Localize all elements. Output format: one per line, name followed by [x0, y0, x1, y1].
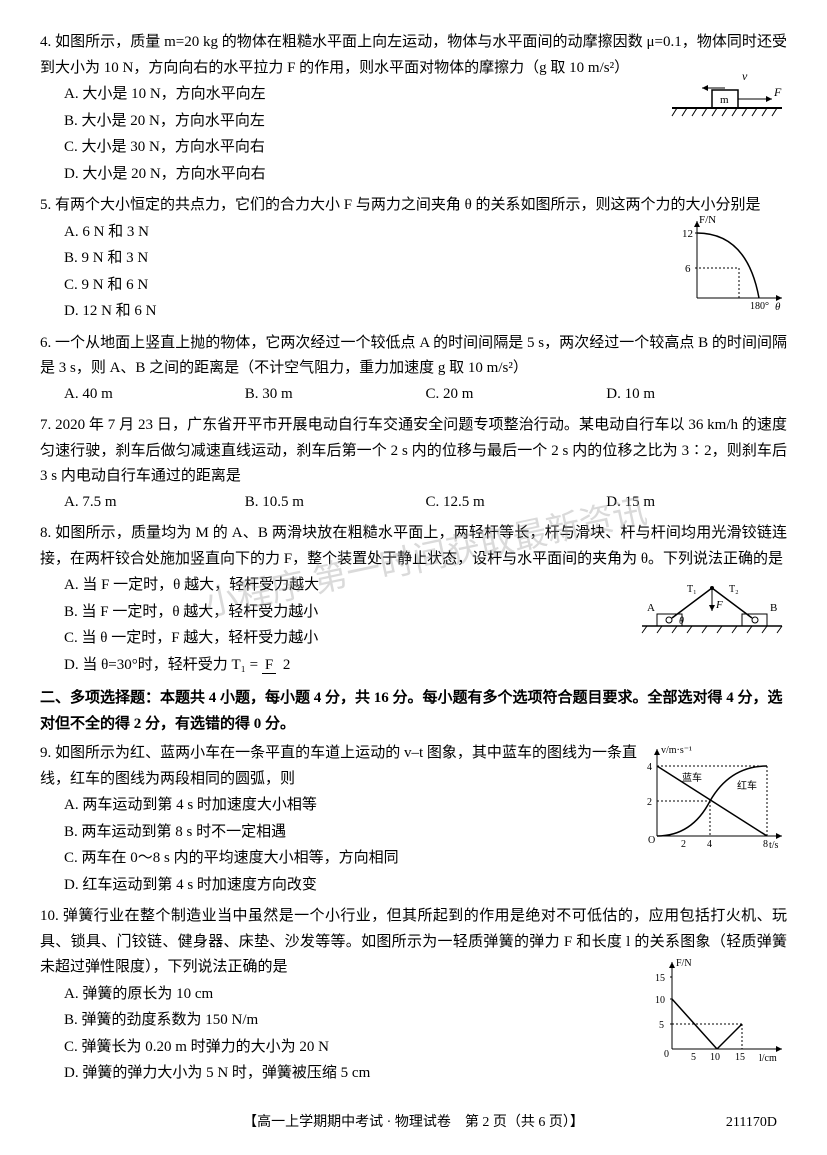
q9-x4: 4	[707, 839, 712, 850]
q10-y15: 15	[655, 973, 665, 984]
q10-x10: 10	[710, 1052, 720, 1063]
q5-y12: 12	[682, 228, 693, 240]
q10-opt-D: D. 弹簧的弹力大小为 5 N 时，弹簧被压缩 5 cm	[64, 1061, 787, 1087]
q8-frac-den: 2	[280, 657, 294, 673]
q9-x8: 8	[763, 839, 768, 850]
q7-body: 2020 年 7 月 23 日，广东省开平市开展电动自行车交通安全问题专项整治行…	[40, 417, 787, 484]
q4-opt-D: D. 大小是 20 N，方向水平向右	[64, 162, 787, 188]
q4-v-label: v	[742, 69, 748, 83]
q8-fraction: F 2	[262, 657, 294, 674]
q9-figure: v/m·s⁻¹ t/s 2 4 2 4 8 蓝车 红车 O	[637, 741, 787, 851]
q10-x5: 5	[691, 1052, 696, 1063]
q4-F-label: F	[773, 85, 782, 99]
q10-figure: F/N l/cm 5 10 15 5 10 15 0	[647, 954, 787, 1064]
q4-figure: m v F	[667, 68, 787, 118]
q6-opt-A: A. 40 m	[64, 382, 245, 408]
q5-figure: F/N θ 12 6 180°	[677, 213, 787, 313]
q8-T2: T₂	[729, 584, 739, 595]
q10-x15: 15	[735, 1052, 745, 1063]
q10-ylabel: F/N	[676, 958, 692, 969]
q8-T1: T₁	[687, 584, 697, 595]
q8-num: 8.	[40, 525, 51, 541]
q8-F: F	[715, 599, 723, 611]
q9-y4: 4	[647, 762, 652, 773]
q6-num: 6.	[40, 335, 51, 351]
question-6: 6. 一个从地面上竖直上抛的物体，它两次经过一个较低点 A 的时间间隔是 5 s…	[40, 331, 787, 408]
svg-text:0: 0	[664, 1049, 669, 1060]
question-10: 10. 弹簧行业在整个制造业当中虽然是一个小行业，但其所起到的作用是绝对不可低估…	[40, 904, 787, 1087]
page-code: 211170D	[726, 1111, 777, 1135]
q9-num: 9.	[40, 745, 51, 761]
q5-y6: 6	[685, 263, 691, 275]
q8-opt-D-prefix: D. 当 θ=30°时，轻杆受力 T₁ =	[64, 657, 262, 673]
q6-opt-C: C. 20 m	[426, 382, 607, 408]
q10-num: 10.	[40, 908, 59, 924]
q6-options: A. 40 m B. 30 m C. 20 m D. 10 m	[40, 382, 787, 408]
q8-A: A	[647, 602, 655, 614]
q8-opt-D: D. 当 θ=30°时，轻杆受力 T₁ = F 2	[64, 653, 787, 679]
q8-text: 8. 如图所示，质量均为 M 的 A、B 两滑块放在粗糙水平面上，两轻杆等长，杆…	[40, 521, 787, 572]
q8-body: 如图所示，质量均为 M 的 A、B 两滑块放在粗糙水平面上，两轻杆等长，杆与滑块…	[40, 525, 787, 567]
q6-opt-B: B. 30 m	[245, 382, 426, 408]
q5-x180: 180°	[750, 301, 769, 312]
q7-opt-D: D. 15 m	[606, 490, 787, 516]
q7-opt-B: B. 10.5 m	[245, 490, 426, 516]
q7-opt-C: C. 12.5 m	[426, 490, 607, 516]
q5-text: 5. 有两个大小恒定的共点力，它们的合力大小 F 与两力之间夹角 θ 的关系如图…	[40, 193, 787, 219]
svg-text:O: O	[648, 835, 655, 846]
q9-red: 红车	[737, 779, 757, 792]
page-footer: 【高一上学期期中考试 · 物理试卷 第 2 页（共 6 页）】	[0, 1111, 827, 1135]
q9-x2: 2	[681, 839, 686, 850]
question-5: 5. 有两个大小恒定的共点力，它们的合力大小 F 与两力之间夹角 θ 的关系如图…	[40, 193, 787, 325]
q9-blue: 蓝车	[682, 771, 702, 784]
q8-theta: θ	[679, 616, 684, 627]
q8-frac-num: F	[262, 657, 276, 674]
question-8: 8. 如图所示，质量均为 M 的 A、B 两滑块放在粗糙水平面上，两轻杆等长，杆…	[40, 521, 787, 678]
q8-B: B	[770, 602, 777, 614]
question-9: 9. 如图所示为红、蓝两小车在一条平直的车道上运动的 v–t 图象，其中蓝车的图…	[40, 741, 787, 898]
q6-body: 一个从地面上竖直上抛的物体，它两次经过一个较低点 A 的时间间隔是 5 s，两次…	[40, 335, 787, 377]
q9-y2: 2	[647, 797, 652, 808]
q5-xlabel: θ	[775, 301, 781, 313]
q5-body: 有两个大小恒定的共点力，它们的合力大小 F 与两力之间夹角 θ 的关系如图所示，…	[55, 197, 761, 213]
q10-y5: 5	[659, 1020, 664, 1031]
q9-body: 如图所示为红、蓝两小车在一条平直的车道上运动的 v–t 图象，其中蓝车的图线为一…	[40, 745, 637, 787]
q5-options: A. 6 N 和 3 N B. 9 N 和 3 N C. 9 N 和 6 N D…	[40, 220, 787, 325]
q6-text: 6. 一个从地面上竖直上抛的物体，它两次经过一个较低点 A 的时间间隔是 5 s…	[40, 331, 787, 382]
question-7: 7. 2020 年 7 月 23 日，广东省开平市开展电动自行车交通安全问题专项…	[40, 413, 787, 515]
q6-opt-D: D. 10 m	[606, 382, 787, 408]
q5-ylabel: F/N	[699, 214, 716, 226]
q7-options: A. 7.5 m B. 10.5 m C. 12.5 m D. 15 m	[40, 490, 787, 516]
q4-opt-C: C. 大小是 30 N，方向水平向右	[64, 135, 787, 161]
q9-opt-D: D. 红车运动到第 4 s 时加速度方向改变	[64, 873, 787, 899]
q7-opt-A: A. 7.5 m	[64, 490, 245, 516]
q9-ylabel: v/m·s⁻¹	[661, 745, 692, 756]
q10-xlabel: l/cm	[759, 1053, 777, 1064]
section-2-header: 二、多项选择题：本题共 4 小题，每小题 4 分，共 16 分。每小题有多个选项…	[40, 686, 787, 737]
q7-num: 7.	[40, 417, 51, 433]
q7-text: 7. 2020 年 7 月 23 日，广东省开平市开展电动自行车交通安全问题专项…	[40, 413, 787, 490]
q10-y10: 10	[655, 995, 665, 1006]
q9-xlabel: t/s	[769, 840, 779, 851]
q4-mass-label: m	[720, 94, 729, 106]
question-4: 4. 如图所示，质量 m=20 kg 的物体在粗糙水平面上向左运动，物体与水平面…	[40, 30, 787, 187]
q8-figure: A B T₁ T₂ F θ	[637, 576, 787, 646]
q4-num: 4.	[40, 34, 51, 50]
q5-num: 5.	[40, 197, 51, 213]
